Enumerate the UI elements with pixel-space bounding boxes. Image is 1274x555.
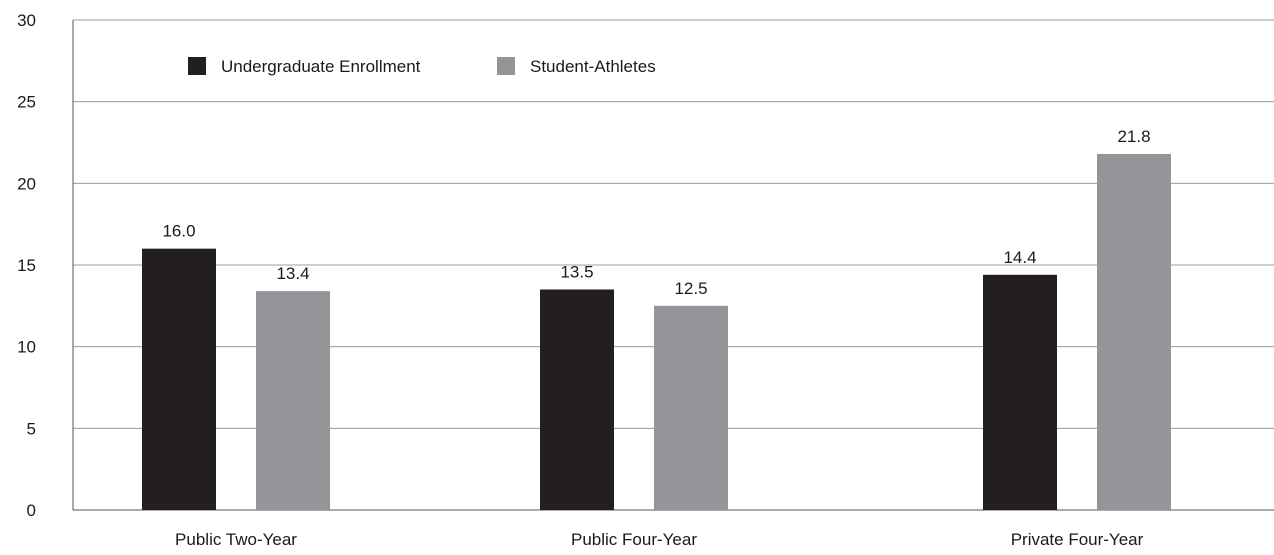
y-tick-label: 25: [17, 93, 36, 112]
bar: [142, 248, 216, 510]
x-tick-label: Public Four-Year: [571, 530, 697, 549]
legend-swatch: [188, 57, 206, 75]
data-label: 13.5: [560, 263, 593, 282]
y-tick-label: 0: [27, 501, 36, 520]
y-tick-label: 20: [17, 174, 36, 193]
y-tick-label: 10: [17, 338, 36, 357]
legend-item: Undergraduate Enrollment: [188, 57, 421, 76]
bar: [983, 274, 1057, 510]
data-label: 21.8: [1117, 127, 1150, 146]
bar: [654, 305, 728, 510]
data-label: 13.4: [276, 264, 309, 283]
value-labels: 16.0 13.4 13.5 12.5 14.4 21.8: [162, 127, 1150, 298]
legend-label: Undergraduate Enrollment: [221, 57, 421, 76]
y-tick-label: 30: [17, 11, 36, 30]
legend-item: Student-Athletes: [497, 57, 656, 76]
x-axis: Public Two-Year Public Four-Year Private F…: [175, 530, 1144, 549]
data-label: 12.5: [674, 279, 707, 298]
bars: [142, 153, 1171, 510]
legend: Undergraduate Enrollment Student-Athletes: [188, 57, 656, 76]
bar: [540, 289, 614, 510]
legend-swatch: [497, 57, 515, 75]
x-tick-label: Public Two-Year: [175, 530, 297, 549]
y-tick-label: 5: [27, 419, 36, 438]
legend-label: Student-Athletes: [530, 57, 656, 76]
x-tick-label: Private Four-Year: [1011, 530, 1144, 549]
bar: [256, 291, 330, 510]
y-tick-label: 15: [17, 256, 36, 275]
y-axis: 0 5 10 15 20 25 30: [17, 11, 74, 520]
data-label: 14.4: [1003, 248, 1036, 267]
data-label: 16.0: [162, 222, 195, 241]
bar: [1097, 153, 1171, 510]
